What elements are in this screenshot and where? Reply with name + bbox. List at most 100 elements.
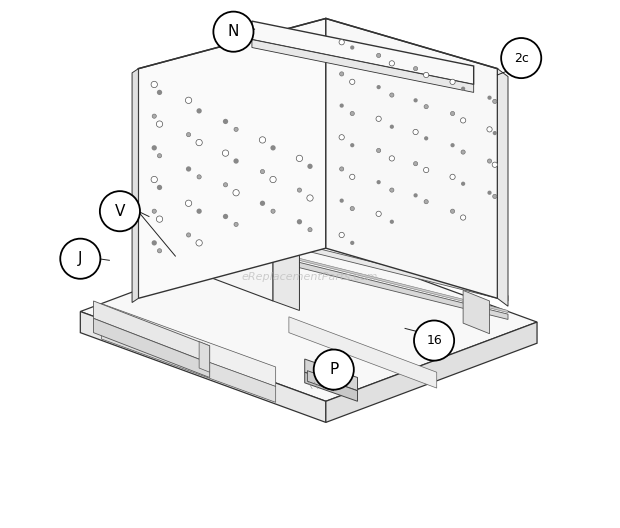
Circle shape: [390, 220, 394, 224]
Circle shape: [314, 350, 354, 390]
Circle shape: [350, 241, 355, 245]
Polygon shape: [146, 206, 508, 301]
Circle shape: [100, 191, 140, 231]
Circle shape: [340, 72, 344, 76]
Circle shape: [389, 156, 394, 161]
Circle shape: [461, 215, 466, 220]
Circle shape: [185, 200, 192, 206]
Circle shape: [493, 194, 497, 199]
Circle shape: [223, 214, 228, 219]
Circle shape: [423, 72, 429, 78]
Circle shape: [493, 99, 497, 103]
Circle shape: [233, 190, 239, 196]
Circle shape: [487, 159, 492, 163]
Circle shape: [196, 139, 202, 146]
Polygon shape: [102, 323, 276, 402]
Circle shape: [451, 143, 454, 147]
Circle shape: [339, 40, 344, 45]
Circle shape: [156, 216, 162, 222]
Circle shape: [461, 118, 466, 123]
Circle shape: [151, 81, 157, 88]
Circle shape: [157, 154, 162, 158]
Circle shape: [185, 97, 192, 103]
Circle shape: [493, 131, 497, 135]
Text: eReplacementParts.com: eReplacementParts.com: [242, 272, 378, 282]
Polygon shape: [304, 372, 358, 401]
Circle shape: [260, 201, 265, 206]
Circle shape: [270, 145, 276, 150]
Circle shape: [296, 155, 303, 162]
Polygon shape: [304, 359, 358, 391]
Polygon shape: [102, 304, 276, 386]
Polygon shape: [273, 239, 299, 310]
Polygon shape: [463, 290, 490, 334]
Polygon shape: [252, 21, 474, 84]
Polygon shape: [146, 211, 273, 301]
Circle shape: [152, 114, 156, 118]
Circle shape: [376, 85, 381, 89]
Circle shape: [340, 199, 344, 203]
Circle shape: [414, 320, 454, 361]
Polygon shape: [289, 317, 436, 388]
Circle shape: [259, 137, 265, 143]
Circle shape: [340, 167, 344, 171]
Polygon shape: [273, 237, 301, 248]
Circle shape: [197, 175, 202, 179]
Circle shape: [414, 67, 418, 71]
Polygon shape: [94, 318, 210, 378]
Circle shape: [376, 53, 381, 58]
Polygon shape: [146, 224, 508, 319]
Circle shape: [376, 180, 381, 184]
Circle shape: [213, 12, 254, 52]
Polygon shape: [326, 322, 537, 422]
Circle shape: [152, 240, 157, 246]
Circle shape: [234, 127, 238, 131]
Text: P: P: [329, 362, 339, 377]
Circle shape: [450, 174, 455, 180]
Polygon shape: [81, 312, 326, 422]
Circle shape: [424, 136, 428, 140]
Circle shape: [350, 206, 355, 211]
Circle shape: [487, 127, 492, 132]
Circle shape: [187, 233, 191, 237]
Circle shape: [492, 162, 497, 167]
Text: V: V: [115, 204, 125, 219]
Circle shape: [350, 111, 355, 116]
Polygon shape: [199, 342, 210, 372]
Polygon shape: [94, 301, 210, 363]
Circle shape: [339, 232, 344, 238]
Circle shape: [157, 185, 162, 190]
Polygon shape: [146, 209, 276, 259]
Circle shape: [223, 119, 228, 124]
Circle shape: [501, 38, 541, 78]
Circle shape: [414, 162, 418, 166]
Circle shape: [260, 169, 265, 174]
Circle shape: [451, 209, 454, 213]
Circle shape: [271, 209, 275, 213]
Polygon shape: [96, 304, 226, 370]
Circle shape: [414, 193, 418, 197]
Polygon shape: [308, 371, 334, 391]
Circle shape: [157, 249, 162, 253]
Circle shape: [389, 61, 394, 66]
Polygon shape: [326, 18, 497, 298]
Circle shape: [223, 150, 229, 156]
Circle shape: [308, 164, 312, 169]
Circle shape: [270, 176, 276, 183]
Polygon shape: [286, 241, 294, 251]
Circle shape: [424, 200, 428, 204]
Circle shape: [339, 135, 344, 140]
Circle shape: [390, 93, 394, 97]
Circle shape: [157, 90, 162, 95]
Polygon shape: [81, 232, 537, 401]
Circle shape: [414, 98, 418, 102]
Polygon shape: [273, 235, 281, 246]
Circle shape: [187, 133, 191, 137]
Circle shape: [197, 108, 202, 114]
Circle shape: [413, 129, 418, 135]
Text: J: J: [78, 251, 82, 266]
Polygon shape: [138, 18, 326, 298]
Circle shape: [223, 183, 228, 187]
Circle shape: [487, 191, 492, 195]
Circle shape: [461, 182, 465, 186]
